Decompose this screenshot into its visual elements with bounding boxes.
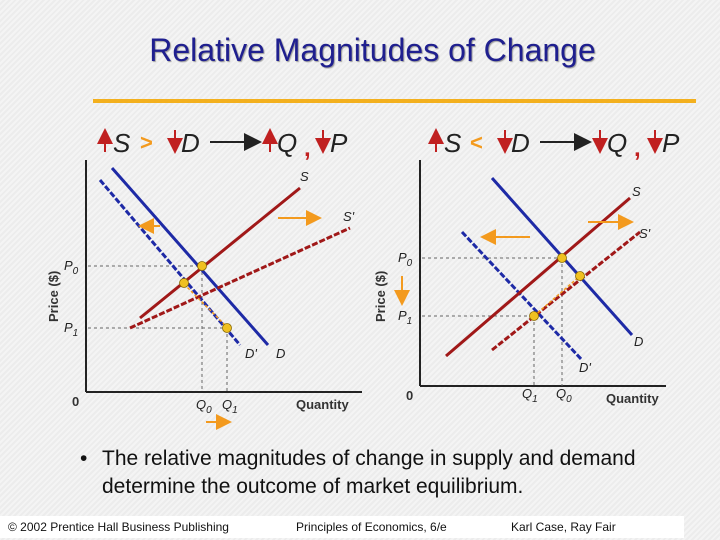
left-q1-label: Q1 xyxy=(222,397,238,416)
left-demand-new-line xyxy=(98,179,242,346)
right-header-s: S xyxy=(444,128,462,158)
right-header: S < D Q , P xyxy=(428,128,680,162)
right-x-axis-label: Quantity xyxy=(606,391,659,406)
left-demand-new-label: D' xyxy=(245,346,257,361)
footer-book-title: Principles of Economics, 6/e xyxy=(296,520,447,534)
bullet-point: • The relative magnitudes of change in s… xyxy=(80,445,700,501)
left-supply-line xyxy=(139,186,301,320)
left-x-axis-label: Quantity xyxy=(296,397,349,412)
left-eq-new xyxy=(222,323,232,333)
right-supply-new-label: S' xyxy=(639,226,651,241)
right-supply-new-line xyxy=(491,230,641,352)
left-demand-label: D xyxy=(276,346,285,361)
left-header-q: Q xyxy=(277,128,297,158)
left-supply-label: S xyxy=(300,169,309,184)
left-eq-original xyxy=(197,261,207,271)
right-eq-mid xyxy=(575,271,585,281)
right-header-q: Q xyxy=(607,128,627,158)
title-rule xyxy=(93,99,696,103)
left-header-s: S xyxy=(113,128,131,158)
left-p1-label: P1 xyxy=(64,320,78,339)
right-supply-line xyxy=(445,196,631,358)
right-shift-path xyxy=(533,275,581,317)
right-demand-new-label: D' xyxy=(579,360,591,375)
bullet-text: The relative magnitudes of change in sup… xyxy=(102,447,636,498)
slide-title: Relative Magnitudes of Change xyxy=(149,32,596,68)
left-eq-mid xyxy=(179,278,189,288)
right-supply-label: S xyxy=(632,184,641,199)
right-panel: S < D Q , P Price ($) Quantity 0 xyxy=(373,128,680,406)
left-header-sep: , xyxy=(304,135,311,162)
right-p0-label: P0 xyxy=(398,250,413,269)
right-header-sep: , xyxy=(634,135,641,162)
right-origin: 0 xyxy=(406,388,413,403)
footer-authors: Karl Case, Ray Fair xyxy=(511,520,616,534)
left-header-comparator: > xyxy=(140,130,153,155)
left-panel: S > D Q , P Price ($) Quantity 0 xyxy=(46,128,362,430)
right-q1-label: Q1 xyxy=(522,386,538,405)
right-q0-label: Q0 xyxy=(556,386,572,405)
right-header-p: P xyxy=(662,128,680,158)
bullet-icon: • xyxy=(80,447,88,470)
right-demand-new-line xyxy=(460,230,584,362)
right-y-axis-label: Price ($) xyxy=(373,271,388,322)
right-demand-label: D xyxy=(634,334,643,349)
left-q0-label: Q0 xyxy=(196,397,212,416)
right-header-d: D xyxy=(511,128,530,158)
left-header-p: P xyxy=(330,128,348,158)
right-p1-label: P1 xyxy=(398,308,412,327)
left-header-d: D xyxy=(181,128,200,158)
left-y-axis-label: Price ($) xyxy=(46,271,61,322)
right-eq-new xyxy=(529,311,539,321)
right-header-comparator: < xyxy=(470,130,483,155)
left-demand-line xyxy=(110,167,270,346)
footer: © 2002 Prentice Hall Business Publishing… xyxy=(0,516,684,538)
right-eq-original xyxy=(557,253,567,263)
left-supply-new-label: S' xyxy=(343,209,355,224)
left-p0-label: P0 xyxy=(64,258,79,277)
left-supply-new-line xyxy=(129,226,351,330)
left-header: S > D Q , P xyxy=(97,128,348,162)
left-origin: 0 xyxy=(72,394,79,409)
footer-copyright: © 2002 Prentice Hall Business Publishing xyxy=(8,520,229,534)
